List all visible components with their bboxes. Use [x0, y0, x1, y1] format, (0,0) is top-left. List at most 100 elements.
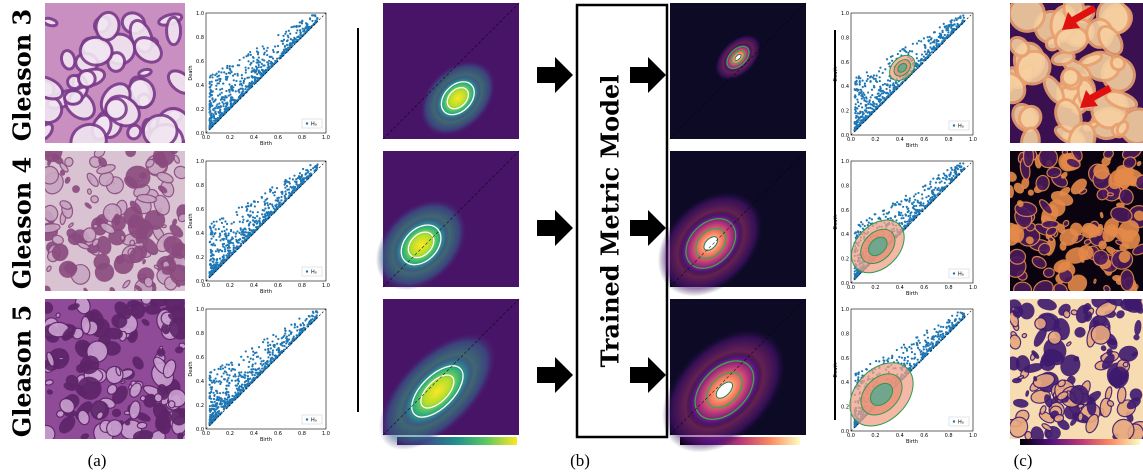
point [854, 270, 856, 272]
point [213, 221, 215, 223]
point [916, 336, 918, 338]
point [288, 192, 290, 194]
point [284, 187, 286, 189]
point [918, 349, 920, 351]
point [929, 181, 931, 183]
point [283, 345, 285, 347]
x-tick-label: 0.8 [945, 137, 953, 143]
point [862, 223, 864, 225]
point [309, 164, 311, 166]
point [244, 66, 246, 68]
point [278, 348, 280, 350]
point [240, 356, 242, 358]
y-tick-label: 0.8 [196, 331, 204, 337]
point [864, 85, 866, 87]
point [927, 36, 929, 38]
point [857, 376, 859, 378]
point [281, 342, 283, 344]
point [222, 217, 224, 219]
point [213, 224, 215, 226]
x-tick-label: 0.2 [871, 285, 879, 291]
point [865, 104, 867, 106]
point [855, 372, 857, 374]
x-tick-label: 0.6 [920, 285, 928, 291]
cell [1033, 376, 1037, 381]
point [284, 332, 286, 334]
point [284, 33, 286, 35]
point [916, 42, 918, 44]
point [209, 123, 211, 125]
point [251, 374, 253, 376]
point [257, 53, 259, 55]
point [216, 248, 218, 250]
cell [81, 316, 91, 334]
point [222, 105, 224, 107]
point [865, 368, 867, 370]
point [224, 403, 226, 405]
point [928, 188, 930, 190]
point [221, 398, 223, 400]
point [264, 203, 266, 205]
x-tick-label: 0.4 [250, 135, 258, 141]
point [256, 223, 258, 225]
point [267, 342, 269, 344]
point [290, 38, 292, 40]
point [225, 371, 227, 373]
point [879, 86, 881, 88]
point [248, 224, 250, 226]
point [869, 107, 871, 109]
point [951, 19, 953, 21]
point [275, 356, 277, 358]
point [947, 31, 949, 33]
point [214, 244, 216, 246]
point [908, 346, 910, 348]
point [269, 203, 271, 205]
point [263, 48, 265, 50]
point [947, 29, 949, 31]
point [950, 21, 952, 23]
point [232, 249, 234, 251]
point [930, 199, 932, 201]
point [233, 247, 235, 249]
point [303, 324, 305, 326]
point [927, 195, 929, 197]
point [234, 369, 236, 371]
point [209, 108, 211, 110]
point [934, 187, 936, 189]
point [261, 59, 263, 61]
point [891, 357, 893, 359]
point [296, 29, 298, 31]
point [223, 238, 225, 240]
point [939, 182, 941, 184]
point [209, 100, 211, 102]
point [310, 169, 312, 171]
y-axis-label: Death [188, 361, 194, 376]
point [209, 271, 211, 273]
texture [36, 140, 195, 300]
point [267, 204, 269, 206]
point [931, 196, 933, 198]
point [261, 360, 263, 362]
point [254, 374, 256, 376]
point [874, 106, 876, 108]
point [216, 258, 218, 260]
cell [166, 17, 180, 45]
point [273, 345, 275, 347]
point [871, 94, 873, 96]
x-tick-label: 0.8 [945, 285, 953, 291]
point [314, 166, 316, 168]
point [246, 205, 248, 207]
point [221, 88, 223, 90]
x-axis-label: Birth [906, 143, 918, 149]
point [918, 340, 920, 342]
point [266, 50, 268, 52]
point [902, 206, 904, 208]
y-tick-label: 0.0 [841, 133, 849, 139]
point [258, 372, 260, 374]
cell [55, 312, 60, 318]
point [212, 244, 214, 246]
point [273, 194, 275, 196]
point [912, 43, 914, 45]
point [863, 97, 865, 99]
point [286, 189, 288, 191]
